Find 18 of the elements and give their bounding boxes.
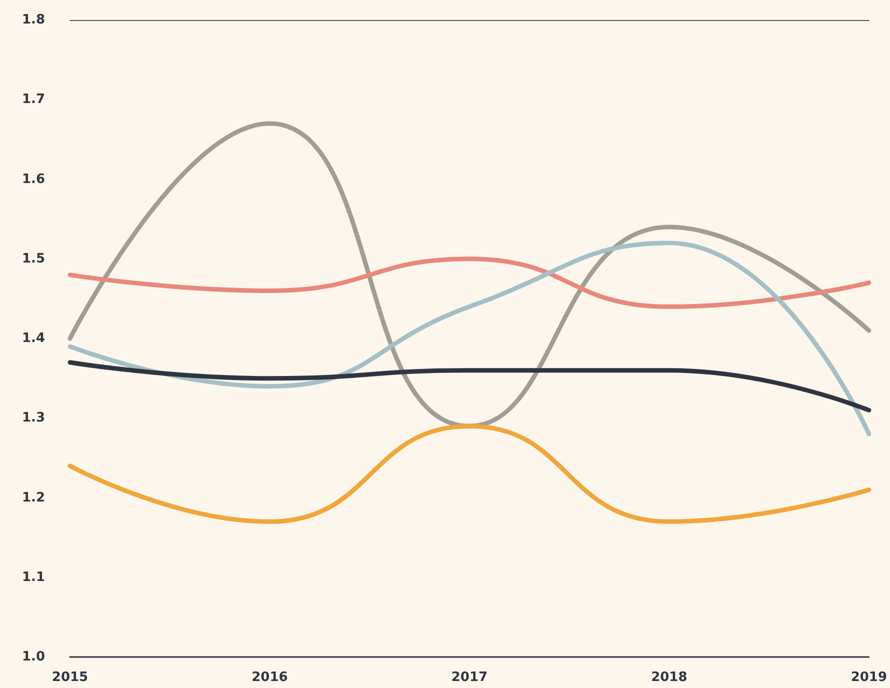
y-tick-label: 1.6 [22, 172, 46, 187]
x-tick-label: 2019 [850, 670, 888, 685]
line-series [68, 424, 872, 524]
x-tick-label: 2018 [651, 670, 688, 685]
y-tick-label: 1.2 [22, 490, 46, 506]
line-series [68, 360, 872, 412]
y-tick-label: 1.0 [22, 650, 46, 664]
x-tick-label: 2017 [451, 670, 488, 685]
line-series [68, 240, 872, 436]
y-tick-label: 1.4 [22, 331, 46, 346]
y-tick-label: 1.5 [22, 251, 46, 266]
y-tick-label: 1.8 [22, 12, 46, 28]
y-tick-label: 1.3 [22, 410, 46, 426]
y-tick-label: 1.1 [22, 570, 46, 585]
y-tick-label: 1.7 [22, 92, 46, 108]
line-series [68, 256, 872, 309]
x-tick-label: 2015 [52, 670, 88, 685]
x-tick-label: 2016 [252, 670, 288, 685]
